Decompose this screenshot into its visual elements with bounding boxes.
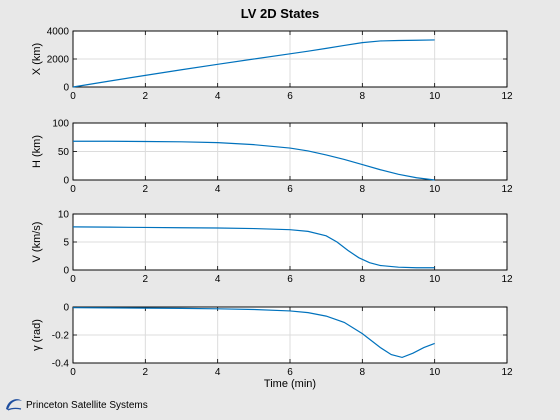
x-tick-label: 10 [429, 274, 441, 285]
x-tick-label: 0 [70, 91, 76, 102]
x-tick-label: 6 [287, 91, 293, 102]
x-tick-label: 10 [429, 367, 441, 378]
series-line-1 [72, 226, 435, 269]
y-axis-label: γ (rad) [31, 319, 43, 351]
x-tick-label: 6 [287, 184, 293, 195]
x-tick-label: 0 [70, 367, 76, 378]
x-tick-label: 10 [429, 184, 441, 195]
y-tick-label: 0 [63, 176, 69, 187]
y-tick-label: 10 [58, 210, 70, 221]
x-tick-label: 4 [215, 367, 221, 378]
y-tick-label: 50 [58, 147, 70, 158]
series-line-1 [72, 307, 435, 359]
y-tick-label: 2000 [47, 55, 70, 66]
x-tick-label: 2 [143, 367, 149, 378]
subplot-1: 0 2 4 6 8 10 12 0 2000 4000 X (km) [31, 27, 513, 103]
x-tick-label: 12 [501, 184, 513, 195]
subplot-2: 0 2 4 6 8 10 12 0 50 100 H (km) [31, 119, 513, 196]
y-tick-label: -0.2 [52, 331, 70, 342]
x-tick-label: 6 [287, 274, 293, 285]
x-axis-label: Time (min) [264, 378, 316, 390]
y-tick-label: 4000 [47, 27, 70, 38]
series-line-1 [72, 39, 435, 88]
y-axis-label: H (km) [31, 135, 43, 168]
x-tick-label: 12 [501, 91, 513, 102]
x-tick-label: 12 [501, 274, 513, 285]
subplot-4: 0 2 4 6 8 10 12 -0.4 -0.2 0 γ (rad) Time (min) [31, 303, 513, 391]
y-tick-label: -0.4 [52, 359, 70, 370]
x-tick-label: 8 [360, 184, 366, 195]
y-tick-label: 0 [63, 83, 69, 94]
y-tick-label: 5 [63, 238, 69, 249]
series-line-1 [73, 140, 435, 181]
x-tick-label: 8 [360, 91, 366, 102]
x-tick-label: 6 [287, 367, 293, 378]
y-tick-label: 0 [63, 303, 69, 314]
x-tick-label: 4 [215, 274, 221, 285]
y-tick-label: 100 [52, 119, 69, 130]
pss-logo-icon [6, 399, 22, 411]
x-tick-label: 8 [360, 367, 366, 378]
x-tick-label: 2 [143, 184, 149, 195]
figure-title: LV 2D States [241, 6, 320, 21]
x-tick-label: 2 [143, 91, 149, 102]
x-tick-label: 0 [70, 184, 76, 195]
y-axis-label: V (km/s) [31, 222, 43, 263]
x-tick-label: 2 [143, 274, 149, 285]
x-tick-label: 4 [215, 91, 221, 102]
x-tick-label: 4 [215, 184, 221, 195]
x-tick-label: 8 [360, 274, 366, 285]
x-tick-label: 10 [429, 91, 441, 102]
y-tick-label: 0 [63, 266, 69, 277]
y-axis-label: X (km) [31, 43, 43, 75]
x-tick-label: 0 [70, 274, 76, 285]
subplot-3: 0 2 4 6 8 10 12 0 5 10 V (km/s) [31, 210, 513, 286]
x-tick-label: 12 [501, 367, 513, 378]
footer-company-name: Princeton Satellite Systems [26, 399, 148, 411]
footer-logo: Princeton Satellite Systems [4, 394, 148, 416]
